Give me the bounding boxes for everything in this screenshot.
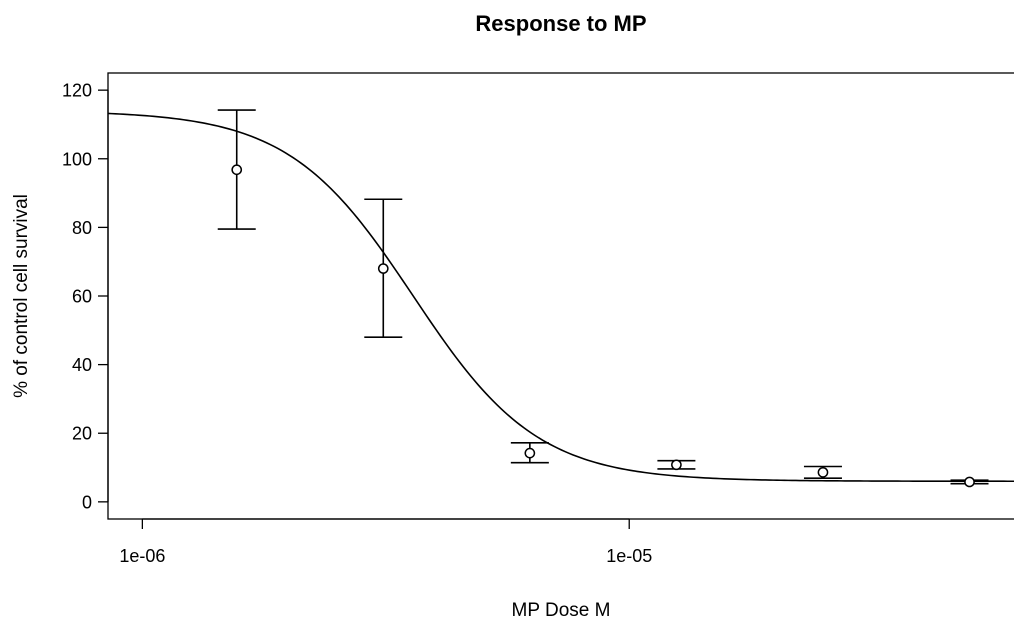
y-tick-label: 80 [72,218,92,238]
y-tick-label: 20 [72,424,92,444]
data-point [524,447,536,459]
y-tick-label: 40 [72,355,92,375]
x-axis: 1e-06 1e-05 [119,518,652,566]
y-tick-label: 60 [72,287,92,307]
data-point [231,164,243,176]
x-axis-label: MP Dose M [512,600,611,621]
x-tick-label: 1e-05 [606,546,652,566]
y-axis: 0 20 40 60 80 100 120 [62,81,109,512]
data-points-layer [231,164,975,488]
data-point [817,466,829,478]
fit-curve [107,112,1014,483]
data-point [377,263,389,274]
y-tick-label: 0 [82,492,92,512]
error-bars-layer [217,109,989,485]
chart-title: Response to MP [475,11,646,36]
y-axis-label: % of control cell survival [11,194,32,398]
y-tick-label: 100 [62,149,92,169]
x-tick-label: 1e-06 [119,546,165,566]
y-tick-label: 120 [62,81,92,101]
data-point [671,459,682,471]
fit-curve-layer [107,112,1014,483]
data-point [964,476,975,488]
plot-frame [107,72,1014,520]
